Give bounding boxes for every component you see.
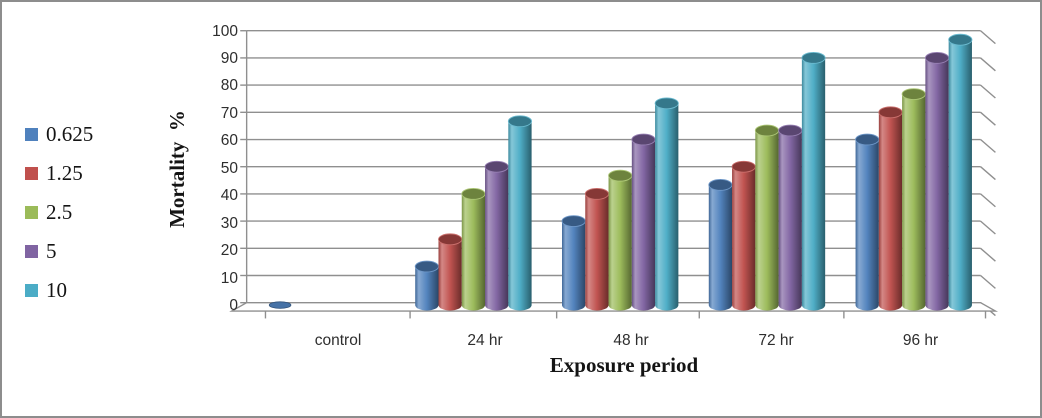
category-label-control: control [314,332,362,349]
y-tick-label-0: 0 [229,297,238,315]
bar-1.25-24 hr-top [438,233,463,246]
bar-1.25-72 hr-body [732,166,756,311]
category-label-48 hr: 48 hr [613,332,649,349]
legend-label: 2.5 [46,200,73,224]
bar-2.5-72 hr-top [754,124,780,137]
y-tick-label-30: 30 [220,214,238,232]
bar-5-72 hr-top [778,124,803,137]
legend-label: 5 [46,239,57,263]
category-label-96 hr: 96 hr [902,332,939,349]
bar-1.25-96 hr-top [878,106,903,119]
bar-10-72 hr-body [801,57,826,311]
y-axis-title: Mortality % [165,110,189,228]
depth-line [980,138,996,153]
y-tick-label-40: 40 [220,187,238,205]
y-tick-label-100: 100 [212,22,238,40]
bar-10-72 hr-top [801,52,826,64]
y-tick-label-20: 20 [220,242,238,260]
y-tick-label-70: 70 [220,104,238,122]
depth-line [980,274,996,289]
bar-1.25-96 hr-body [878,112,903,311]
bar-1.25-24 hr-body [438,239,462,311]
bar-10-96 hr-body [948,39,972,311]
bar-2.5-48 hr-top [608,169,633,182]
depth-line [980,111,996,126]
legend: 0.625 1.25 2.5 5 10 [25,123,93,318]
bar-1.25-48 hr-top [584,188,609,200]
bar-2.5-72 hr-body [755,130,779,311]
legend-swatch [25,206,38,219]
y-tick-label-80: 80 [220,77,238,95]
depth-line [980,247,996,262]
legend-item-2.5: 2.5 [25,201,93,224]
x-axis-title: Exposure period [549,353,699,377]
y-tick-label-90: 90 [220,49,238,67]
y-tick-label-60: 60 [220,132,238,150]
bar-2.5-24 hr-top [461,188,486,200]
bar-10-48 hr-top [654,97,679,110]
bar-10-96 hr-top [948,33,973,46]
depth-line [980,193,996,208]
bar-0.625-control [268,301,292,309]
legend-item-5: 5 [25,240,93,263]
bar-0.625-48 hr-body [562,221,586,311]
legend-label: 10 [46,278,67,302]
bar-0.625-24 hr-body [415,266,439,311]
bar-2.5-48 hr-body [608,175,632,311]
bar-0.625-72 hr-body [708,184,733,311]
legend-item-1.25: 1.25 [25,162,93,185]
legend-label: 1.25 [46,161,83,185]
depth-line [980,30,996,45]
bar-10-24 hr-body [508,121,532,311]
depth-line [980,166,996,181]
bar-0.625-96 hr-body [855,139,879,311]
bar-0.625-96 hr-top [855,133,880,146]
legend-item-0.625: 0.625 [25,123,93,146]
bar-5-48 hr-top [631,133,656,146]
category-label-24 hr: 24 hr [467,332,503,349]
depth-line [980,57,996,72]
legend-swatch [25,128,38,141]
bar-2.5-96 hr-body [902,94,926,311]
legend-swatch [25,284,38,297]
legend-swatch [25,245,38,258]
depth-line [980,220,996,235]
bar-0.625-24 hr-top [414,260,439,273]
category-label-72 hr: 72 hr [758,332,794,349]
legend-label: 0.625 [46,122,94,146]
bar-10-24 hr-top [507,115,533,128]
bar-5-72 hr-body [778,130,802,311]
bar-5-96 hr-top [924,52,950,64]
bars [268,33,973,311]
bar-2.5-24 hr-body [461,193,486,311]
y-tick-label-10: 10 [220,269,238,287]
legend-item-10: 10 [25,279,93,302]
y-tick-label-50: 50 [220,159,238,177]
bar-5-24 hr-body [485,166,509,311]
bar-10-48 hr-body [655,103,679,311]
bar-0.625-48 hr-top [561,215,586,227]
bar-0.625-72 hr-top [708,179,733,191]
bar-5-96 hr-body [925,57,949,311]
bar-2.5-96 hr-top [901,88,926,100]
bar-5-24 hr-top [484,160,509,173]
depth-line [980,84,996,99]
bar-1.25-48 hr-body [585,193,609,311]
bar-5-48 hr-body [631,139,656,311]
bar-1.25-72 hr-top [731,160,756,173]
legend-swatch [25,167,38,180]
